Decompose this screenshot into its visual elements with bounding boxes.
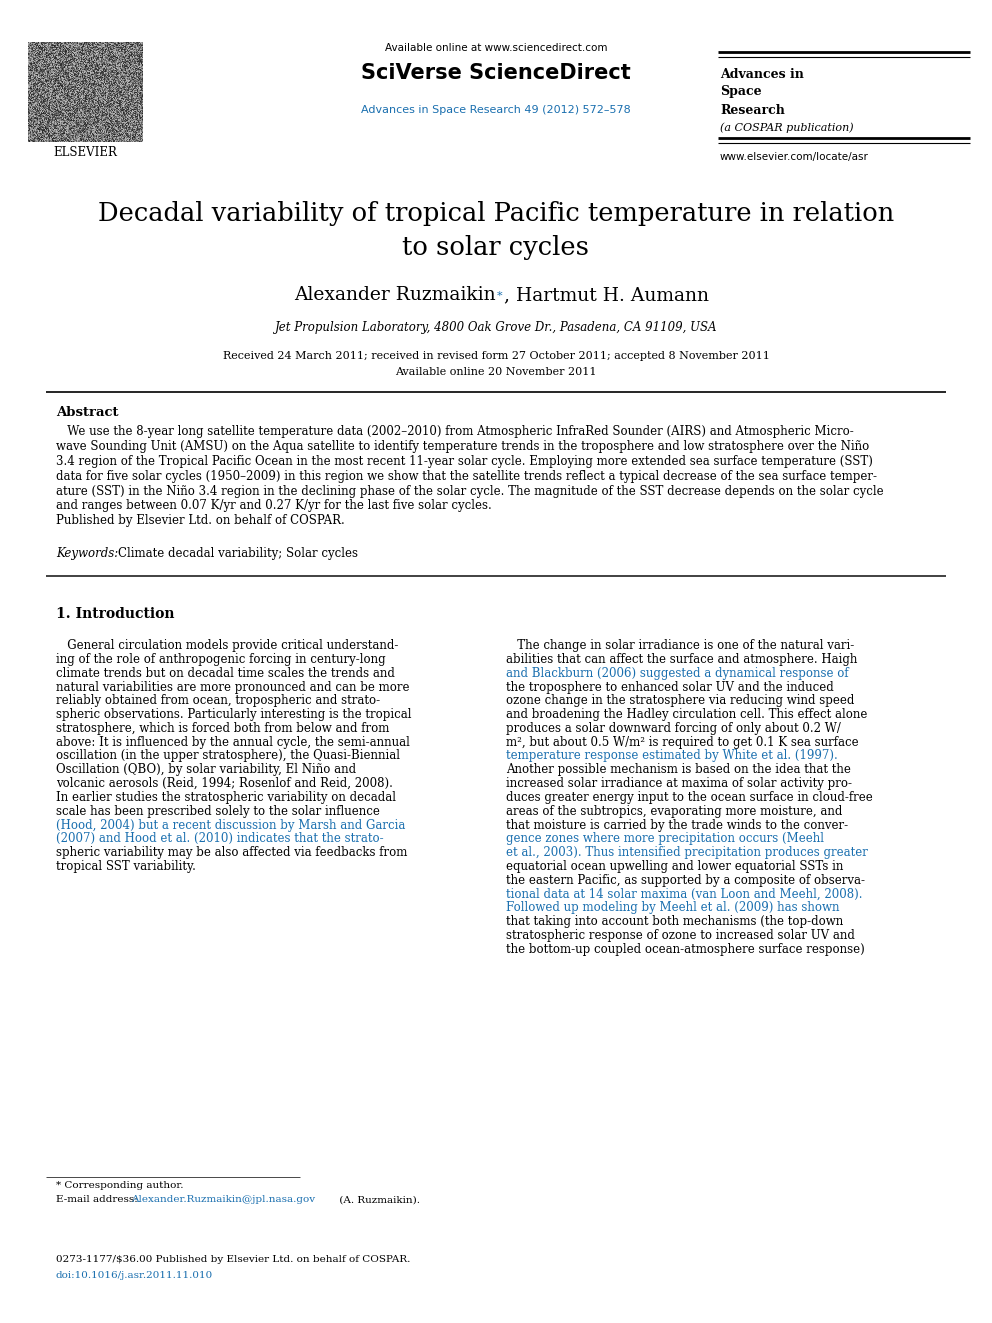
- Text: gence zones where more precipitation occurs (Meehl: gence zones where more precipitation occ…: [506, 832, 824, 845]
- Text: Advances in Space Research 49 (2012) 572–578: Advances in Space Research 49 (2012) 572…: [361, 105, 631, 115]
- Text: ELSEVIER: ELSEVIER: [53, 146, 117, 159]
- Text: to solar cycles: to solar cycles: [403, 235, 589, 261]
- Text: areas of the subtropics, evaporating more moisture, and: areas of the subtropics, evaporating mor…: [506, 804, 842, 818]
- Text: tropical SST variability.: tropical SST variability.: [56, 860, 195, 873]
- Text: the bottom-up coupled ocean-atmosphere surface response): the bottom-up coupled ocean-atmosphere s…: [506, 943, 865, 955]
- Text: above: It is influenced by the annual cycle, the semi-annual: above: It is influenced by the annual cy…: [56, 736, 410, 749]
- Text: www.elsevier.com/locate/asr: www.elsevier.com/locate/asr: [720, 152, 869, 161]
- Text: duces greater energy input to the ocean surface in cloud-free: duces greater energy input to the ocean …: [506, 791, 873, 804]
- Text: Available online at www.sciencedirect.com: Available online at www.sciencedirect.co…: [385, 44, 607, 53]
- Text: tional data at 14 solar maxima (van Loon and Meehl, 2008).: tional data at 14 solar maxima (van Loon…: [506, 888, 862, 901]
- Text: Advances in: Advances in: [720, 67, 804, 81]
- Text: and ranges between 0.07 K/yr and 0.27 K/yr for the last five solar cycles.: and ranges between 0.07 K/yr and 0.27 K/…: [56, 500, 492, 512]
- Text: ing of the role of anthropogenic forcing in century-long: ing of the role of anthropogenic forcing…: [56, 652, 386, 665]
- Text: E-mail address:: E-mail address:: [56, 1196, 141, 1204]
- Text: abilities that can affect the surface and atmosphere. Haigh: abilities that can affect the surface an…: [506, 652, 857, 665]
- Text: Abstract: Abstract: [56, 406, 118, 418]
- Text: (a COSPAR publication): (a COSPAR publication): [720, 123, 854, 134]
- Text: volcanic aerosols (Reid, 1994; Rosenlof and Reid, 2008).: volcanic aerosols (Reid, 1994; Rosenlof …: [56, 777, 393, 790]
- Text: The change in solar irradiance is one of the natural vari-: The change in solar irradiance is one of…: [506, 639, 854, 652]
- Text: that moisture is carried by the trade winds to the conver-: that moisture is carried by the trade wi…: [506, 819, 848, 831]
- Text: Oscillation (QBO), by solar variability, El Niño and: Oscillation (QBO), by solar variability,…: [56, 763, 356, 777]
- Text: produces a solar downward forcing of only about 0.2 W/: produces a solar downward forcing of onl…: [506, 722, 841, 734]
- Text: Alexander Ruzmaikin: Alexander Ruzmaikin: [295, 286, 496, 304]
- Text: (2007) and Hood et al. (2010) indicates that the strato-: (2007) and Hood et al. (2010) indicates …: [56, 832, 384, 845]
- Text: SciVerse ScienceDirect: SciVerse ScienceDirect: [361, 64, 631, 83]
- Text: Decadal variability of tropical Pacific temperature in relation: Decadal variability of tropical Pacific …: [98, 201, 894, 225]
- Text: Keywords:: Keywords:: [56, 548, 118, 560]
- Text: Another possible mechanism is based on the idea that the: Another possible mechanism is based on t…: [506, 763, 851, 777]
- Text: stratosphere, which is forced both from below and from: stratosphere, which is forced both from …: [56, 722, 390, 734]
- Text: and Blackburn (2006) suggested a dynamical response of: and Blackburn (2006) suggested a dynamic…: [506, 667, 848, 680]
- Text: oscillation (in the upper stratosphere), the Quasi-Biennial: oscillation (in the upper stratosphere),…: [56, 750, 400, 762]
- Text: *: *: [497, 291, 503, 302]
- Text: General circulation models provide critical understand-: General circulation models provide criti…: [56, 639, 399, 652]
- Text: (A. Ruzmaikin).: (A. Ruzmaikin).: [336, 1196, 420, 1204]
- Text: natural variabilities are more pronounced and can be more: natural variabilities are more pronounce…: [56, 680, 410, 693]
- Text: Space: Space: [720, 86, 762, 98]
- Text: 0273-1177/$36.00 Published by Elsevier Ltd. on behalf of COSPAR.: 0273-1177/$36.00 Published by Elsevier L…: [56, 1256, 411, 1265]
- Text: Alexander.Ruzmaikin@jpl.nasa.gov: Alexander.Ruzmaikin@jpl.nasa.gov: [131, 1196, 315, 1204]
- Text: Jet Propulsion Laboratory, 4800 Oak Grove Dr., Pasadena, CA 91109, USA: Jet Propulsion Laboratory, 4800 Oak Grov…: [275, 320, 717, 333]
- Text: Received 24 March 2011; received in revised form 27 October 2011; accepted 8 Nov: Received 24 March 2011; received in revi…: [222, 351, 770, 361]
- Text: In earlier studies the stratospheric variability on decadal: In earlier studies the stratospheric var…: [56, 791, 396, 804]
- Text: ature (SST) in the Niño 3.4 region in the declining phase of the solar cycle. Th: ature (SST) in the Niño 3.4 region in th…: [56, 484, 884, 497]
- Text: data for five solar cycles (1950–2009) in this region we show that the satellite: data for five solar cycles (1950–2009) i…: [56, 470, 877, 483]
- Text: ozone change in the stratosphere via reducing wind speed: ozone change in the stratosphere via red…: [506, 695, 854, 708]
- Text: climate trends but on decadal time scales the trends and: climate trends but on decadal time scale…: [56, 667, 395, 680]
- Text: doi:10.1016/j.asr.2011.11.010: doi:10.1016/j.asr.2011.11.010: [56, 1270, 213, 1279]
- Text: We use the 8-year long satellite temperature data (2002–2010) from Atmospheric I: We use the 8-year long satellite tempera…: [56, 426, 854, 438]
- Text: et al., 2003). Thus intensified precipitation produces greater: et al., 2003). Thus intensified precipit…: [506, 847, 868, 859]
- Text: increased solar irradiance at maxima of solar activity pro-: increased solar irradiance at maxima of …: [506, 777, 852, 790]
- Text: stratospheric response of ozone to increased solar UV and: stratospheric response of ozone to incre…: [506, 929, 855, 942]
- Text: Research: Research: [720, 103, 785, 116]
- Text: spheric observations. Particularly interesting is the tropical: spheric observations. Particularly inter…: [56, 708, 412, 721]
- Text: Followed up modeling by Meehl et al. (2009) has shown: Followed up modeling by Meehl et al. (20…: [506, 901, 839, 914]
- Text: the troposphere to enhanced solar UV and the induced: the troposphere to enhanced solar UV and…: [506, 680, 833, 693]
- Text: and broadening the Hadley circulation cell. This effect alone: and broadening the Hadley circulation ce…: [506, 708, 867, 721]
- Text: 3.4 region of the Tropical Pacific Ocean in the most recent 11-year solar cycle.: 3.4 region of the Tropical Pacific Ocean…: [56, 455, 873, 468]
- Text: the eastern Pacific, as supported by a composite of observa-: the eastern Pacific, as supported by a c…: [506, 873, 865, 886]
- Text: reliably obtained from ocean, tropospheric and strato-: reliably obtained from ocean, tropospher…: [56, 695, 380, 708]
- Text: m², but about 0.5 W/m² is required to get 0.1 K sea surface: m², but about 0.5 W/m² is required to ge…: [506, 736, 859, 749]
- Text: that taking into account both mechanisms (the top-down: that taking into account both mechanisms…: [506, 916, 843, 929]
- Text: , Hartmut H. Aumann: , Hartmut H. Aumann: [504, 286, 709, 304]
- Text: scale has been prescribed solely to the solar influence: scale has been prescribed solely to the …: [56, 804, 380, 818]
- Text: Available online 20 November 2011: Available online 20 November 2011: [395, 366, 597, 377]
- Text: equatorial ocean upwelling and lower equatorial SSTs in: equatorial ocean upwelling and lower equ…: [506, 860, 843, 873]
- Text: Published by Elsevier Ltd. on behalf of COSPAR.: Published by Elsevier Ltd. on behalf of …: [56, 515, 345, 528]
- Text: Climate decadal variability; Solar cycles: Climate decadal variability; Solar cycle…: [118, 548, 358, 560]
- Text: 1. Introduction: 1. Introduction: [56, 607, 175, 620]
- Text: (Hood, 2004) but a recent discussion by Marsh and Garcia: (Hood, 2004) but a recent discussion by …: [56, 819, 406, 831]
- Text: * Corresponding author.: * Corresponding author.: [56, 1180, 184, 1189]
- Text: wave Sounding Unit (AMSU) on the Aqua satellite to identify temperature trends i: wave Sounding Unit (AMSU) on the Aqua sa…: [56, 441, 869, 454]
- Text: spheric variability may be also affected via feedbacks from: spheric variability may be also affected…: [56, 847, 408, 859]
- Text: temperature response estimated by White et al. (1997).: temperature response estimated by White …: [506, 750, 838, 762]
